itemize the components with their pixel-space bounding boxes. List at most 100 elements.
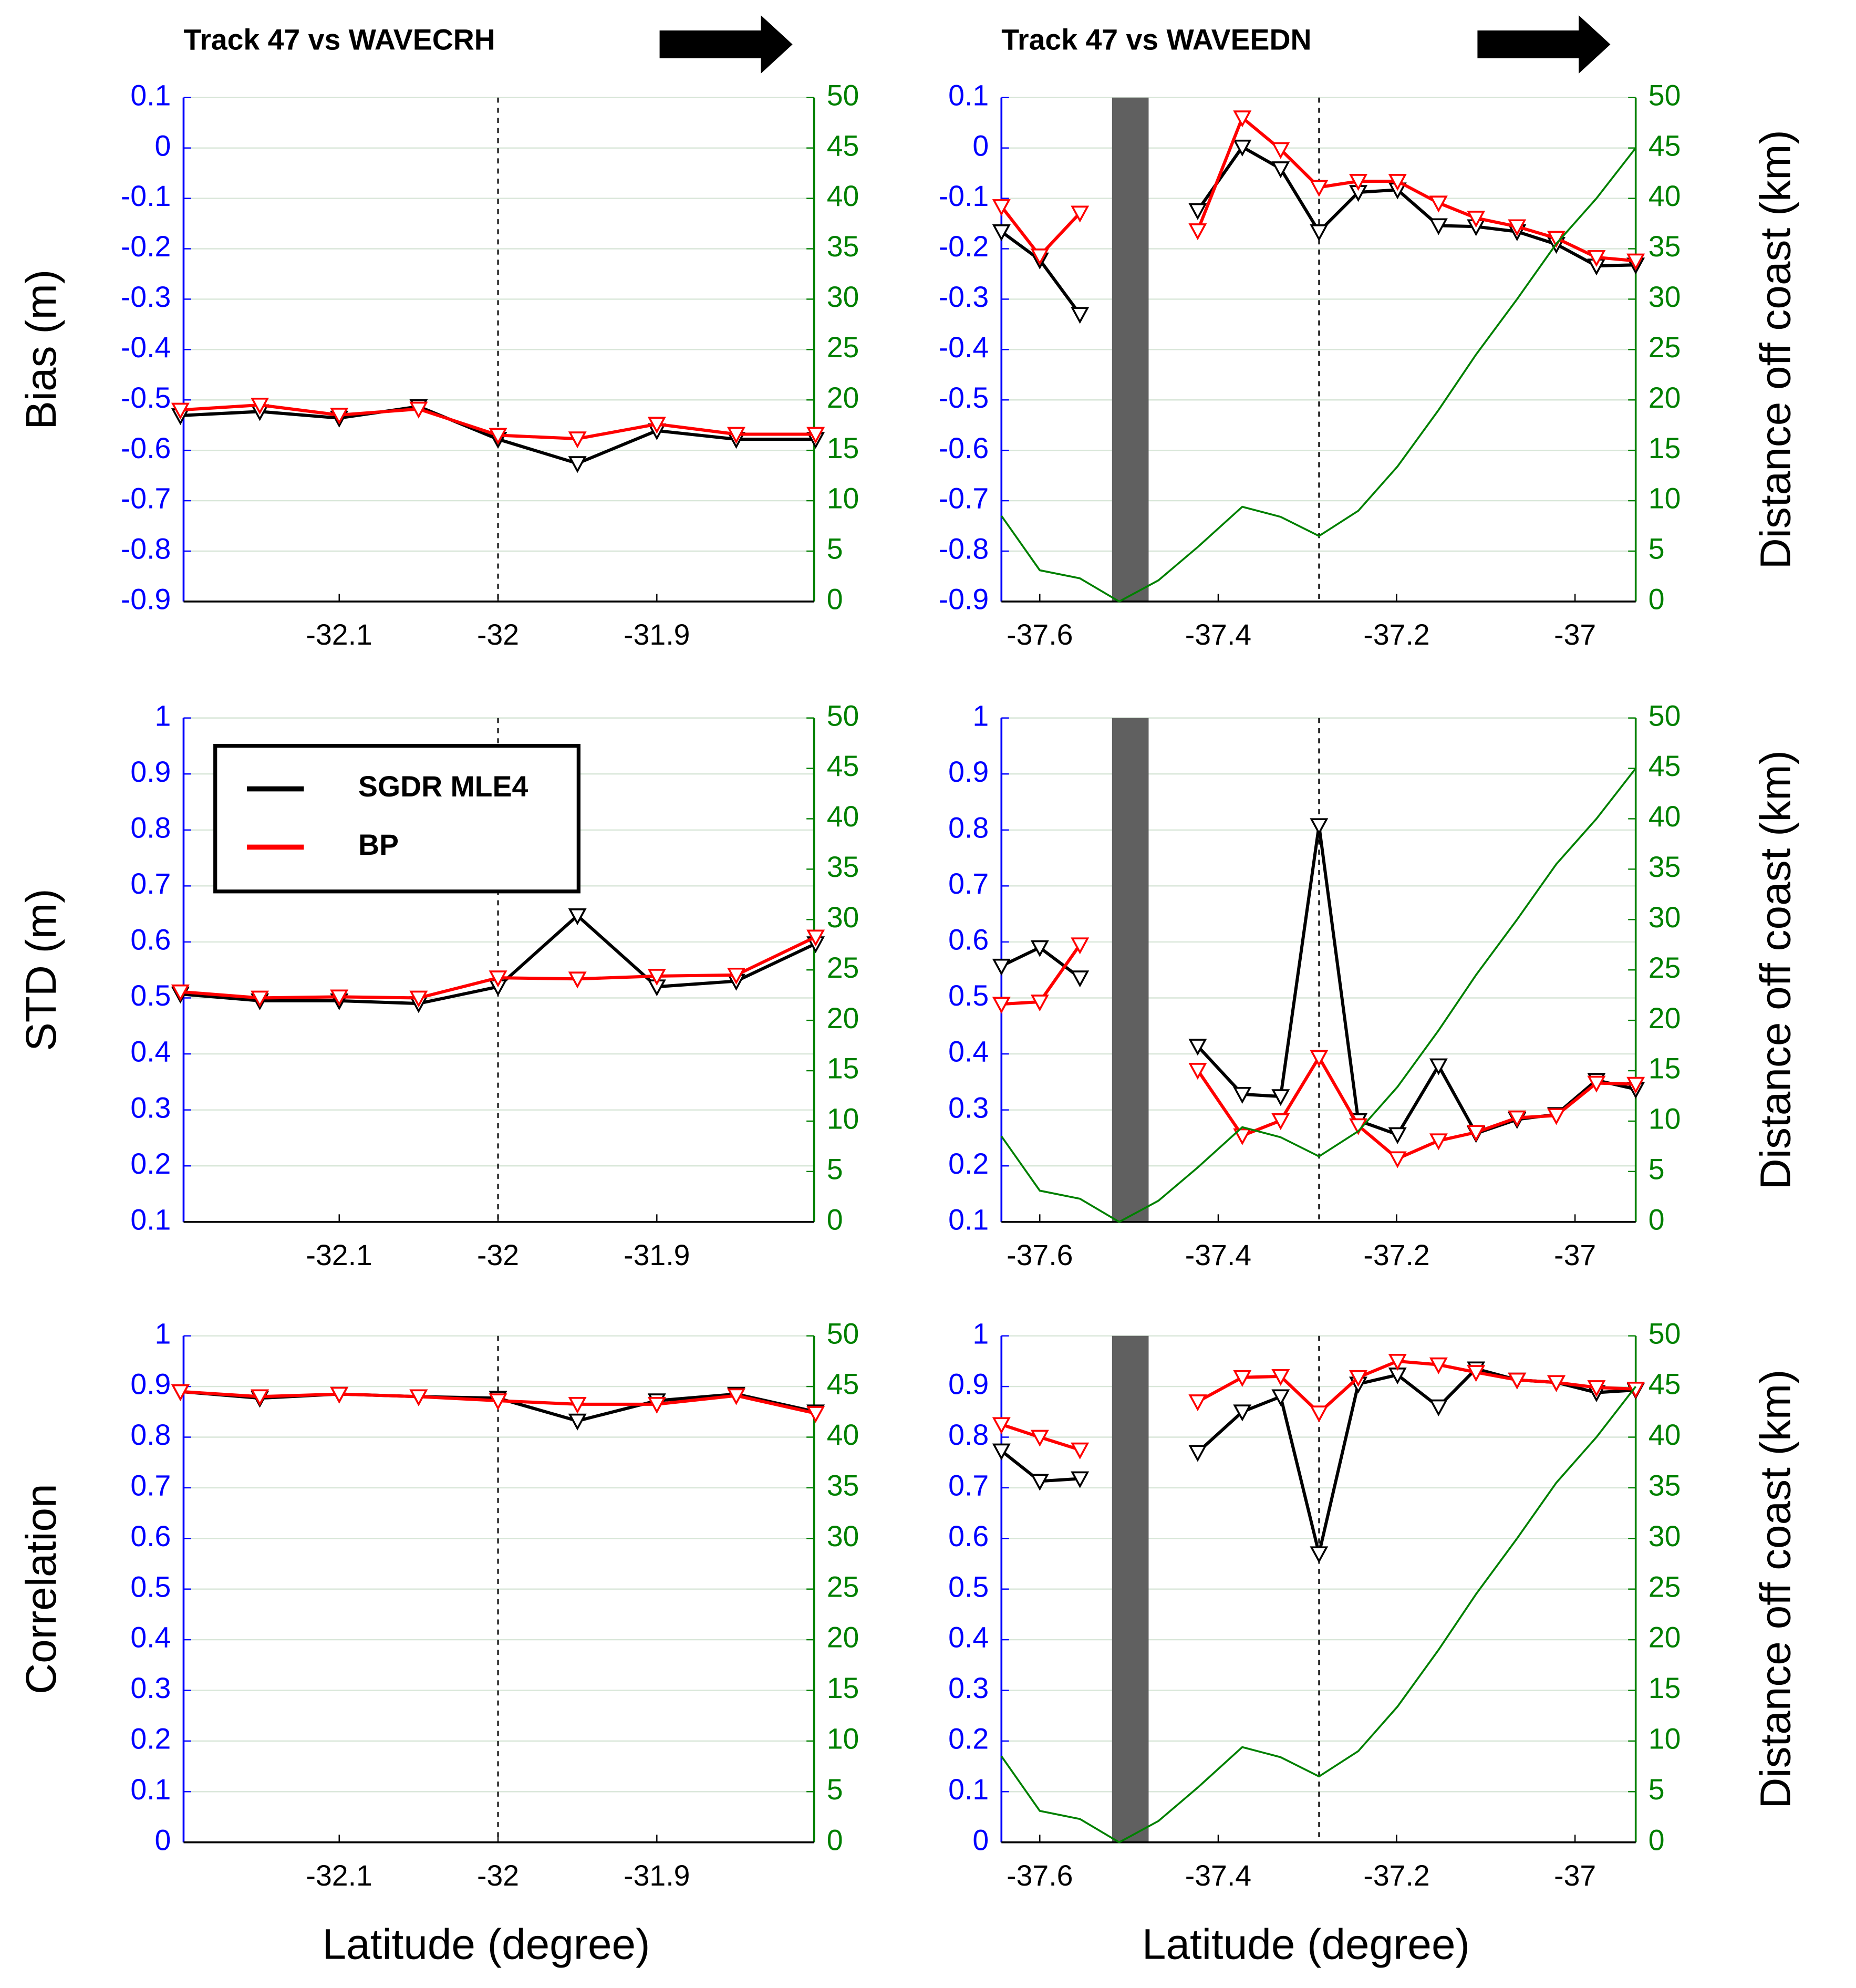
marker xyxy=(1071,1471,1090,1488)
y-tick-label: -0.6 xyxy=(121,432,171,464)
y-tick-label: 0.9 xyxy=(130,1368,171,1401)
y-tick-label: 0.1 xyxy=(948,1203,989,1236)
y-tick-label: -0.7 xyxy=(939,482,989,515)
y2-tick-label: 0 xyxy=(827,1824,843,1856)
y-tick-label: -0.7 xyxy=(121,482,171,515)
y2-tick-label: 40 xyxy=(827,1418,859,1451)
marker xyxy=(1271,1113,1290,1131)
marker xyxy=(330,408,349,425)
marker xyxy=(1388,1151,1407,1168)
marker xyxy=(330,1386,349,1404)
y-tick-label: 0.3 xyxy=(130,1672,171,1704)
y-tick-label: 0.3 xyxy=(948,1672,989,1704)
arrow xyxy=(1477,15,1611,74)
y-tick-label: 0.2 xyxy=(948,1147,989,1180)
marker xyxy=(1188,1063,1207,1080)
panel-title: Track 47 vs WAVECRH xyxy=(183,23,495,56)
marker xyxy=(1271,1389,1290,1406)
y2-tick-label: 10 xyxy=(1648,482,1681,515)
marker xyxy=(330,989,349,1007)
y-tick-label: 0.8 xyxy=(130,1418,171,1451)
y-tick-label: -0.8 xyxy=(939,533,989,565)
marker xyxy=(1271,161,1290,179)
y2-axis-title: Distance off coast (km) xyxy=(1752,1370,1800,1809)
y2-tick-label: 35 xyxy=(827,230,859,263)
arrow xyxy=(659,15,793,74)
x-tick-label: -32 xyxy=(477,1239,519,1271)
marker xyxy=(1188,203,1207,220)
y2-axis-title: Distance off coast (km) xyxy=(1752,130,1800,569)
y2-tick-label: 40 xyxy=(827,180,859,212)
marker xyxy=(992,1417,1011,1434)
y2-tick-label: 35 xyxy=(827,1469,859,1502)
marker xyxy=(489,970,507,988)
y2-tick-label: 10 xyxy=(827,1723,859,1755)
marker xyxy=(992,958,1011,976)
marker xyxy=(171,1384,190,1401)
marker xyxy=(727,1388,745,1405)
marker xyxy=(568,971,587,989)
marker xyxy=(1388,1127,1407,1144)
y-tick-label: 0.9 xyxy=(948,755,989,788)
x-tick-label: -32.1 xyxy=(306,618,372,651)
y2-tick-label: 50 xyxy=(827,699,859,732)
y2-tick-label: 10 xyxy=(1648,1723,1681,1755)
y-tick-label: 0.8 xyxy=(948,811,989,844)
y2-tick-label: 10 xyxy=(827,482,859,515)
marker xyxy=(992,997,1011,1014)
x-tick-label: -37.2 xyxy=(1363,1859,1429,1892)
y2-tick-label: 35 xyxy=(1648,851,1681,883)
x-tick-label: -32 xyxy=(477,618,519,651)
marker xyxy=(1310,1546,1329,1564)
y2-tick-label: 0 xyxy=(1648,583,1665,616)
y2-tick-label: 30 xyxy=(827,901,859,934)
y-tick-label: -0.6 xyxy=(939,432,989,464)
marker xyxy=(1467,1125,1486,1142)
y-tick-label: 0.4 xyxy=(948,1036,989,1068)
y-tick-label: 0.4 xyxy=(130,1621,171,1654)
marker xyxy=(568,456,587,473)
y2-tick-label: 25 xyxy=(827,331,859,364)
y2-tick-label: 0 xyxy=(827,1203,843,1236)
y2-tick-label: 50 xyxy=(827,79,859,111)
x-tick-label: -37.4 xyxy=(1185,1859,1251,1892)
marker xyxy=(1310,1405,1329,1423)
y-tick-label: 1 xyxy=(155,1317,171,1350)
marker xyxy=(409,1389,428,1406)
y2-tick-label: 5 xyxy=(827,1773,843,1806)
x-axis-title: Latitude (degree) xyxy=(322,1920,650,1968)
marker xyxy=(806,929,825,947)
marker xyxy=(568,908,587,926)
y-tick-label: 0 xyxy=(155,129,171,162)
marker xyxy=(1626,1382,1645,1399)
y2-tick-label: 45 xyxy=(827,750,859,782)
marker xyxy=(992,1443,1011,1461)
y-tick-label: 0.7 xyxy=(948,867,989,900)
legend-label: BP xyxy=(358,829,399,861)
y-tick-label: 0.1 xyxy=(130,79,171,111)
y-tick-label: 0.3 xyxy=(948,1091,989,1124)
y-tick-label: 1 xyxy=(972,699,989,732)
x-tick-label: -37.6 xyxy=(1007,1239,1073,1271)
legend-box xyxy=(213,744,580,894)
y-axis-title: Correlation xyxy=(17,1484,65,1694)
marker xyxy=(1429,218,1448,235)
y-tick-label: -0.5 xyxy=(939,381,989,414)
marker xyxy=(1626,253,1645,271)
y-tick-label: -0.4 xyxy=(939,331,989,364)
marker xyxy=(1071,937,1090,955)
marker xyxy=(568,1396,587,1414)
x-tick-label: -31.9 xyxy=(624,1239,690,1271)
x-tick-label: -37 xyxy=(1554,618,1596,651)
marker xyxy=(1233,1404,1252,1422)
y-tick-label: 0.5 xyxy=(948,1570,989,1603)
y-tick-label: -0.9 xyxy=(121,583,171,616)
gap-band xyxy=(1112,718,1149,1222)
y-tick-label: 0.9 xyxy=(948,1368,989,1401)
x-tick-label: -37.6 xyxy=(1007,618,1073,651)
y2-tick-label: 45 xyxy=(827,129,859,162)
marker xyxy=(1508,1372,1527,1390)
y2-tick-label: 30 xyxy=(1648,1520,1681,1552)
marker xyxy=(1030,248,1049,266)
y2-tick-label: 15 xyxy=(1648,432,1681,464)
